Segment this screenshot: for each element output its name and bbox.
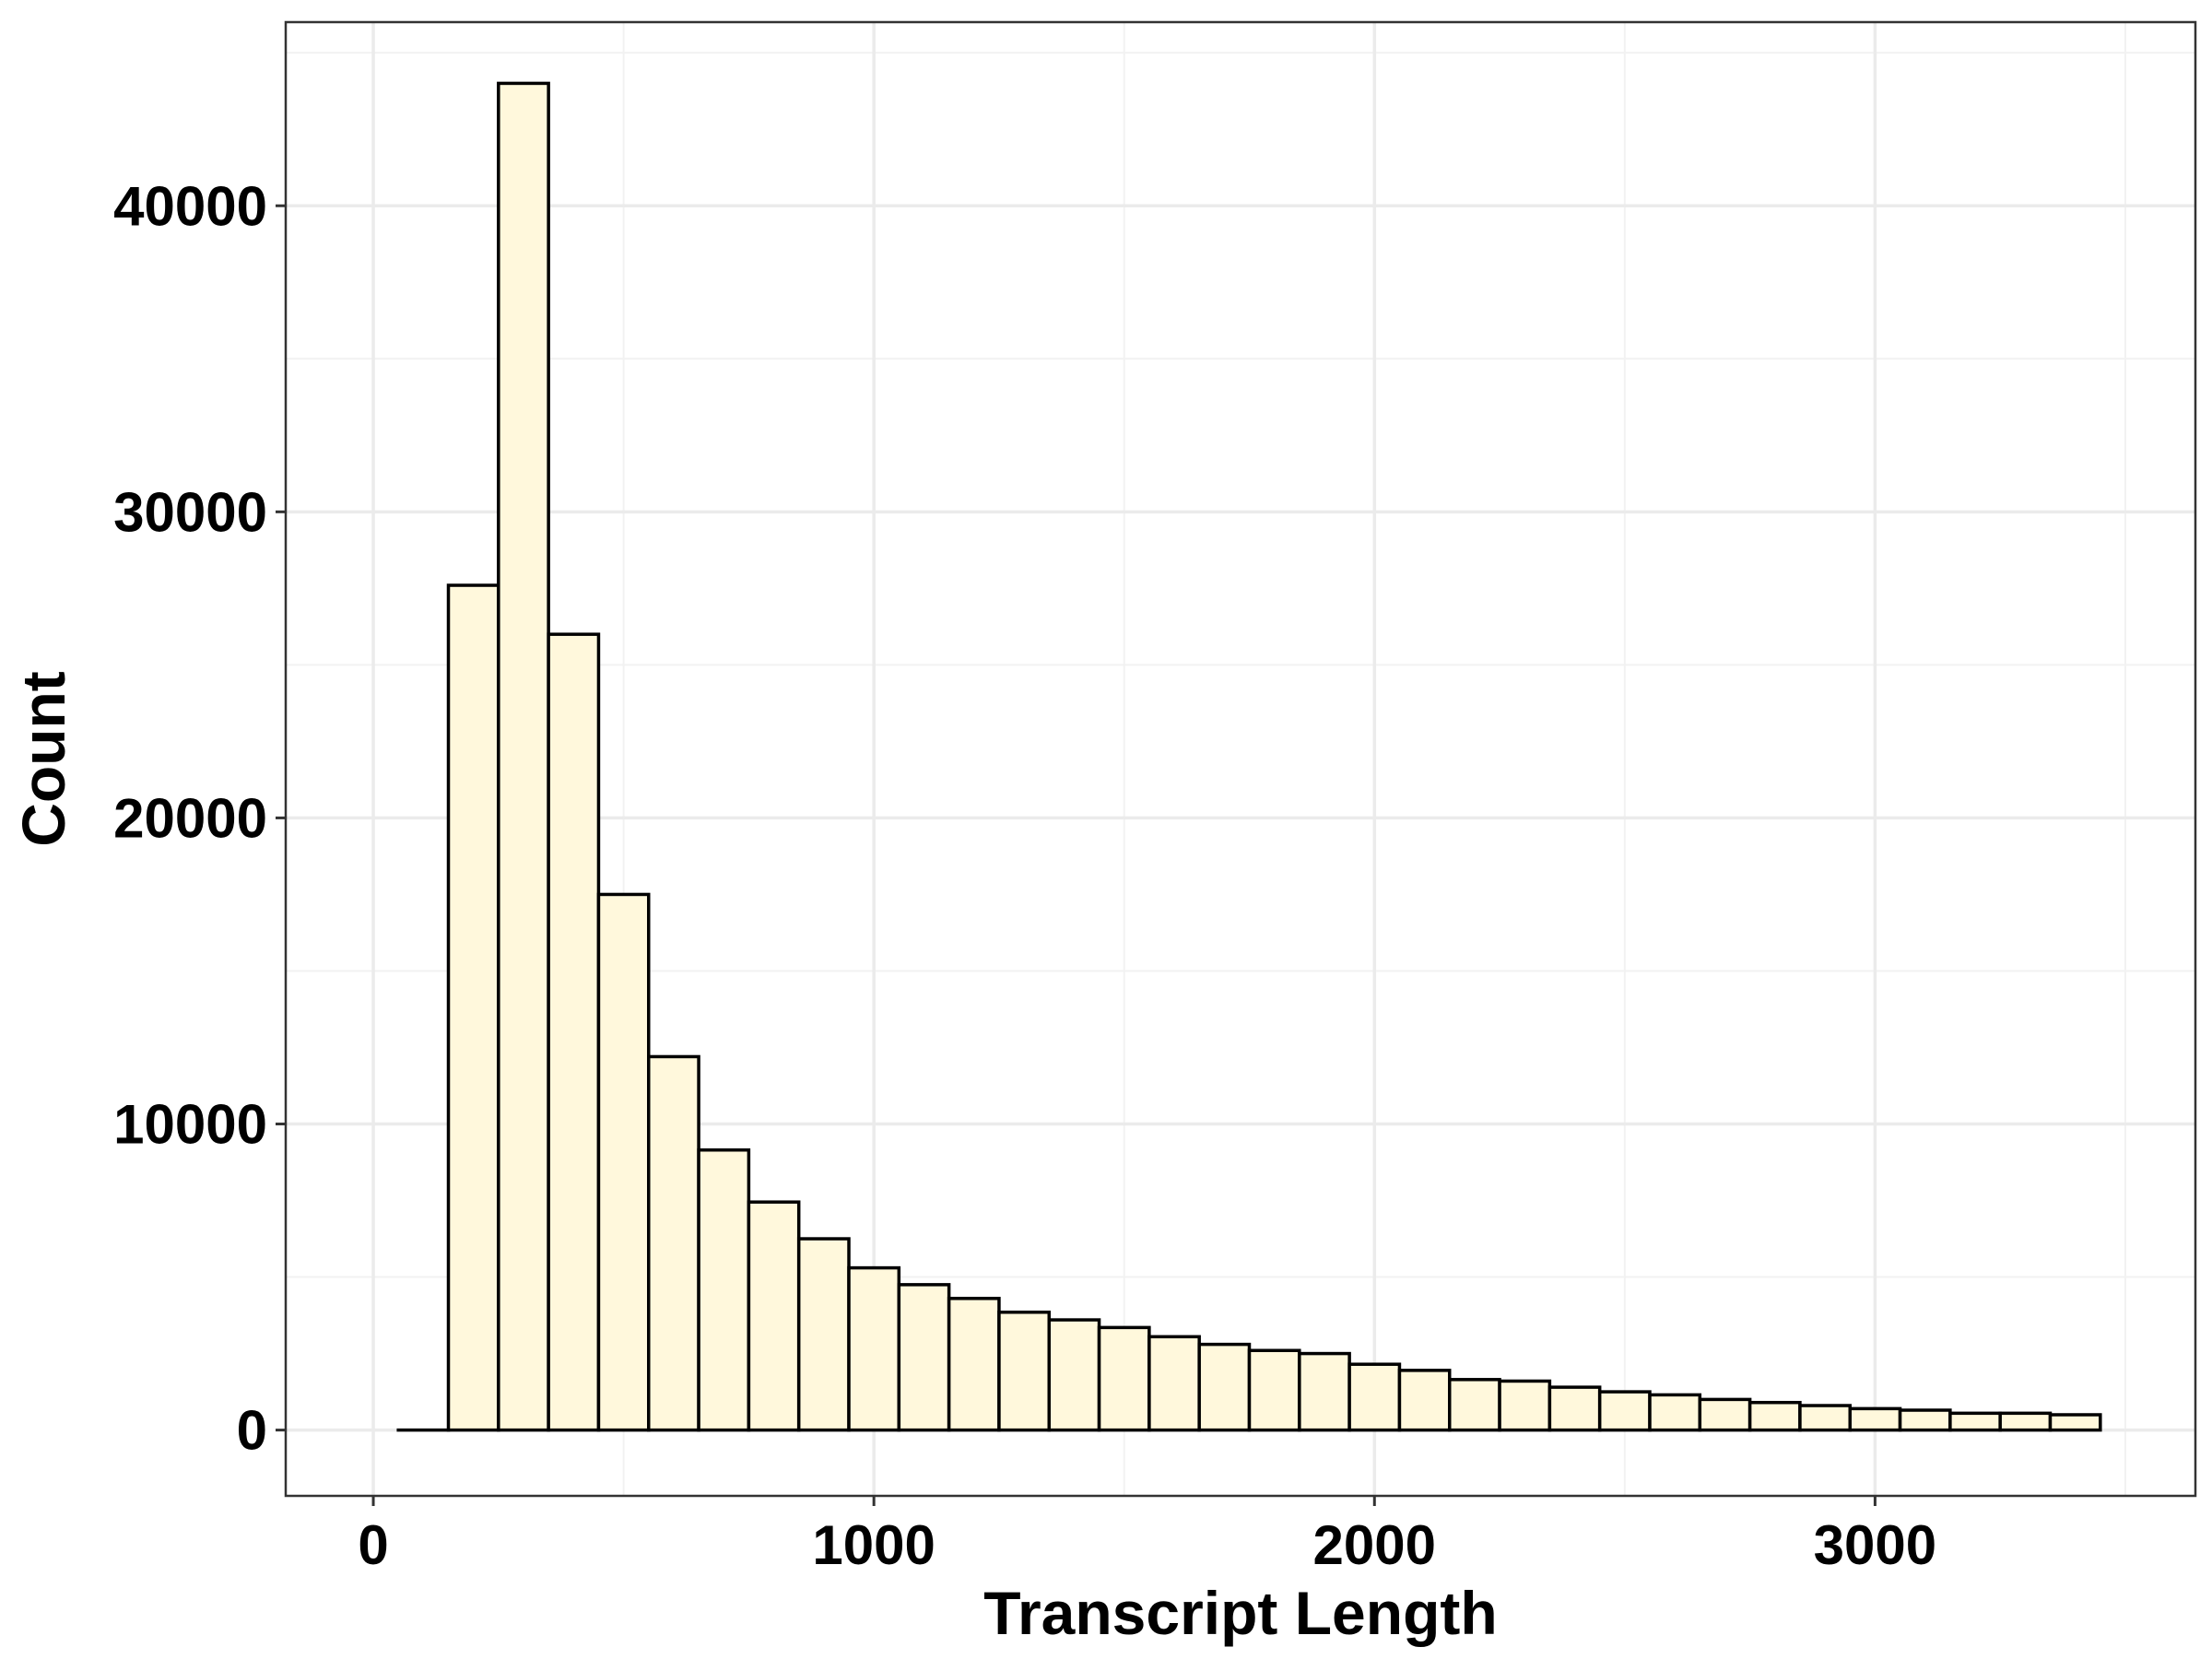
histogram-bar-28 [1798, 1404, 1852, 1432]
histogram-bar-13 [1047, 1318, 1101, 1432]
histogram-bar-29 [1848, 1406, 1902, 1432]
histogram-bar-8 [796, 1237, 851, 1432]
histogram-bar-3 [547, 632, 601, 1432]
histogram-bar-12 [997, 1310, 1052, 1432]
histogram-bar-18 [1298, 1351, 1351, 1432]
histogram-bar-21 [1448, 1378, 1501, 1432]
histogram-bar-10 [897, 1283, 951, 1432]
y-axis-ticks: 0 10000 20000 30000 40000 [113, 175, 286, 1462]
y-tick-label: 30000 [113, 481, 267, 543]
y-tick-label: 10000 [113, 1094, 267, 1156]
y-tick-label: 40000 [113, 175, 267, 237]
histogram-bar-31 [1948, 1411, 2002, 1432]
x-tick-label: 3000 [1814, 1514, 1936, 1576]
x-tick-label: 1000 [812, 1514, 935, 1576]
bars [396, 81, 2102, 1432]
histogram-bar-4 [596, 892, 651, 1432]
histogram-bar-7 [747, 1200, 801, 1432]
histogram-bar-5 [647, 1054, 700, 1432]
x-tick-label: 2000 [1313, 1514, 1436, 1576]
y-tick-label: 0 [237, 1400, 267, 1462]
histogram-bar-26 [1698, 1397, 1752, 1432]
y-tick-label: 20000 [113, 787, 267, 849]
histogram-bar-32 [1998, 1411, 2053, 1432]
histogram-bar-2 [497, 81, 550, 1432]
histogram-bar-11 [947, 1297, 1001, 1432]
histogram-bar-24 [1597, 1390, 1652, 1432]
x-axis-ticks: 0 1000 2000 3000 [358, 1496, 1936, 1576]
histogram-bar-23 [1547, 1385, 1602, 1432]
histogram-bar-25 [1648, 1393, 1702, 1432]
histogram-bar-1 [446, 583, 500, 1432]
histogram-bar-22 [1498, 1379, 1552, 1432]
histogram-bar-20 [1397, 1369, 1452, 1432]
histogram-bar-27 [1747, 1400, 1802, 1432]
histogram-bar-9 [847, 1265, 901, 1432]
histogram-bar-16 [1197, 1342, 1252, 1432]
plot-panel-border [284, 20, 2197, 1498]
histogram-bar-17 [1247, 1348, 1301, 1432]
histogram-bar-19 [1347, 1362, 1402, 1432]
x-axis-title: Transcript Length [983, 1579, 1497, 1647]
x-tick-label: 0 [358, 1514, 388, 1576]
histogram-bar-14 [1097, 1325, 1151, 1432]
y-axis-title: Count [9, 671, 77, 847]
histogram-bar-15 [1147, 1335, 1201, 1432]
histogram-bar-30 [1898, 1408, 1952, 1432]
histogram-bar-6 [697, 1147, 751, 1432]
histogram-bar-33 [2048, 1413, 2102, 1432]
